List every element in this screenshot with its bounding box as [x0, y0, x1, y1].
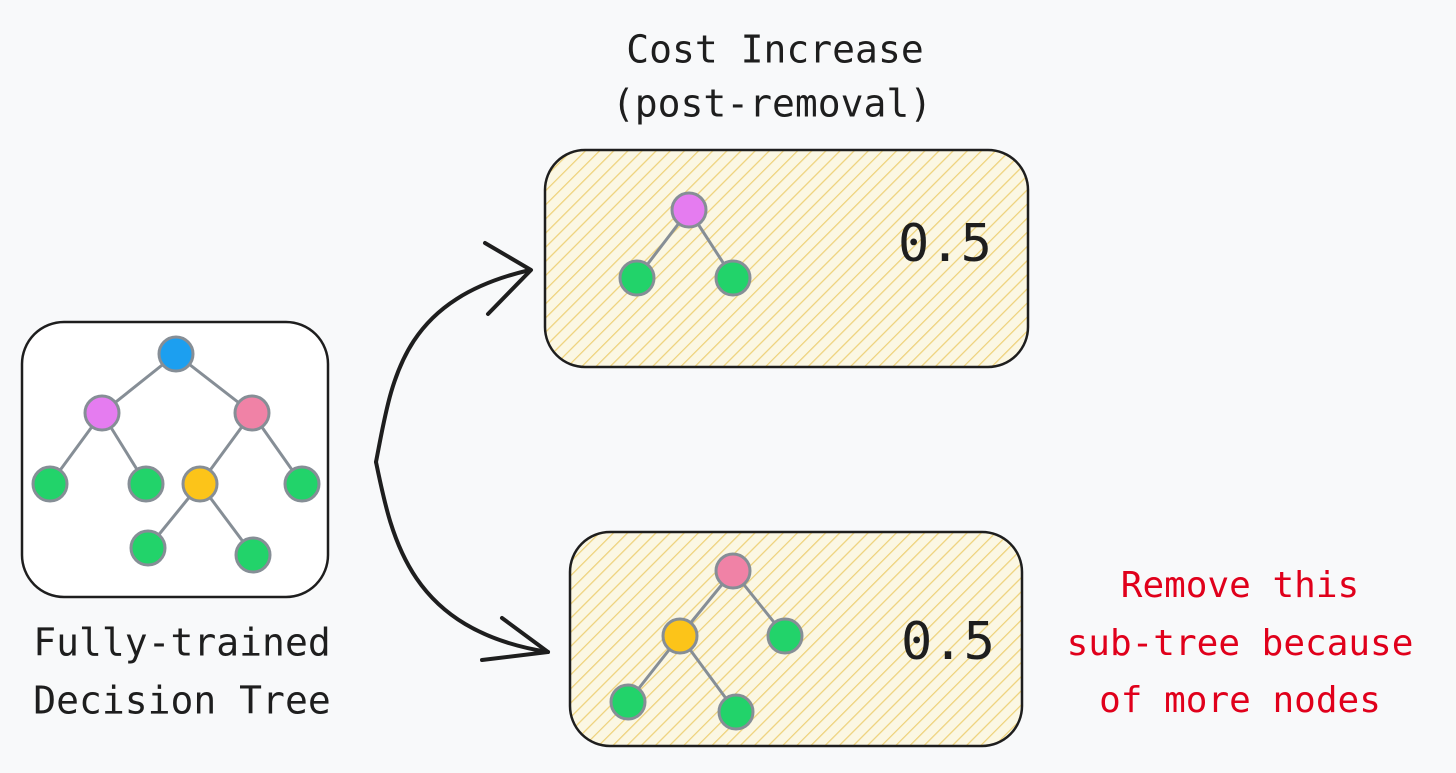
- tree-node: [157, 335, 195, 373]
- tree-node: [717, 693, 755, 731]
- tree-node: [283, 465, 321, 503]
- tree-node: [31, 465, 69, 503]
- arrow-head: [483, 241, 533, 316]
- tree-label-line: Decision Tree: [33, 679, 330, 723]
- tree-node: [129, 529, 167, 567]
- subtree-box: [543, 148, 1030, 369]
- tree-node: [661, 617, 699, 655]
- tree-node: [127, 465, 165, 503]
- tree-node: [618, 259, 656, 297]
- arrow-head: [480, 616, 550, 662]
- full-tree-box: [20, 320, 330, 599]
- tree-graphics: [31, 191, 804, 731]
- arrow: [374, 460, 550, 654]
- tree-node: [233, 394, 271, 432]
- cost-value: 0.5: [898, 214, 992, 274]
- tree-node: [609, 683, 647, 721]
- tree-node: [670, 191, 708, 229]
- tree-node: [714, 552, 752, 590]
- tree-label-line: Fully-trained: [33, 621, 330, 665]
- tree-node: [234, 536, 272, 574]
- title-line: Cost Increase: [626, 28, 923, 72]
- tree-node: [714, 259, 752, 297]
- note-line: sub-tree because: [1067, 623, 1414, 664]
- title-line: (post-removal): [612, 82, 932, 126]
- tree-node: [766, 617, 804, 655]
- arrow: [374, 268, 532, 464]
- tree-node: [181, 465, 219, 503]
- tree-node: [83, 394, 121, 432]
- note-line: of more nodes: [1099, 680, 1381, 721]
- cost-value: 0.5: [901, 612, 995, 672]
- note-line: Remove this: [1121, 565, 1359, 606]
